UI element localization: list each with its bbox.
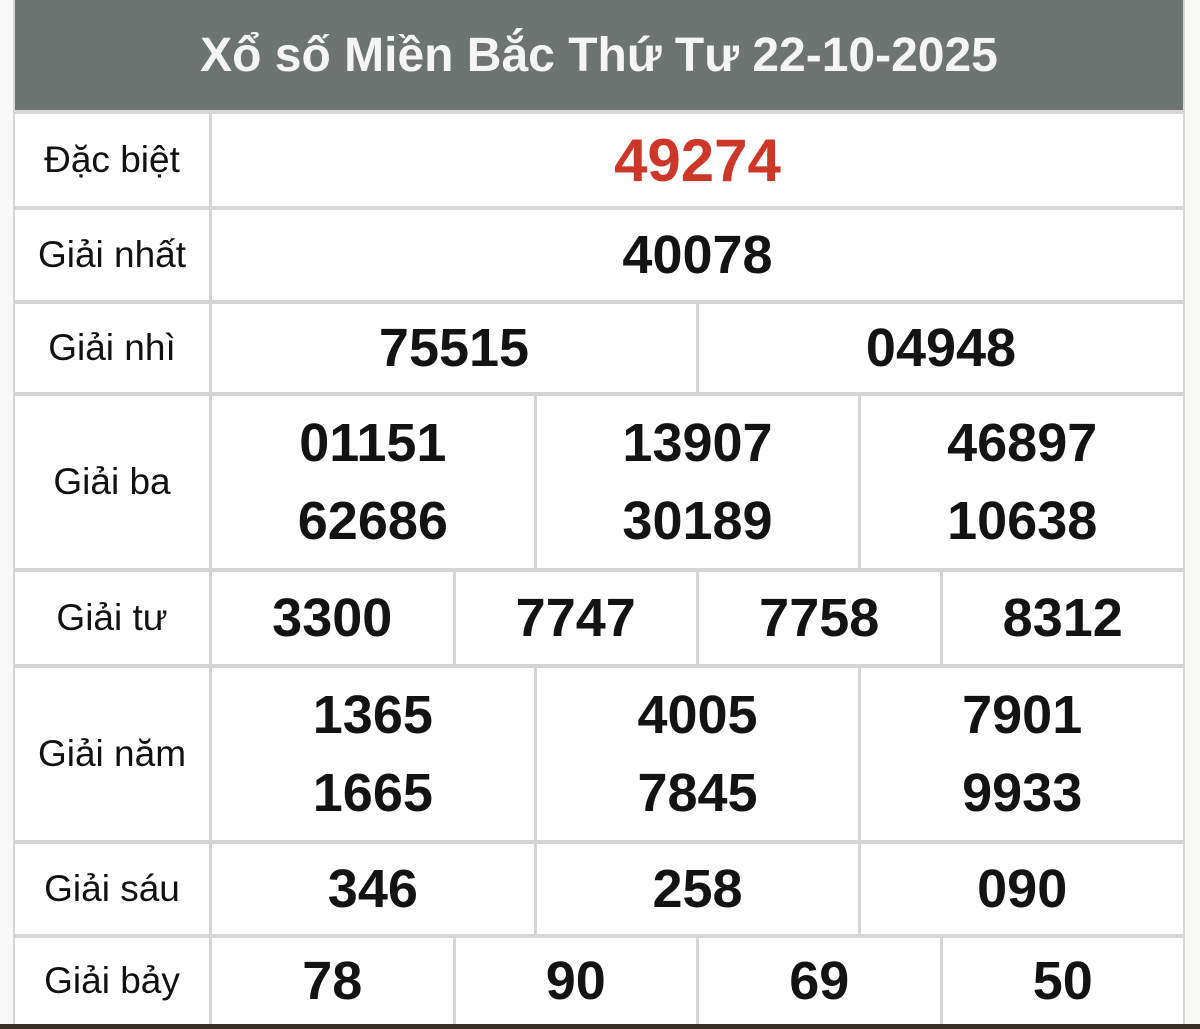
prize-number: 258: [533, 844, 859, 934]
prize-number-column: 01151 62686: [212, 396, 534, 568]
prize-cells: 346 258 090: [212, 844, 1183, 934]
prize-label-giai-nam: Giải năm: [15, 668, 212, 840]
prize-number: 04948: [696, 304, 1183, 392]
prize-number: 7758: [696, 572, 940, 664]
prize-number-column: 46897 10638: [858, 396, 1183, 568]
prize-number: 30189: [622, 491, 773, 551]
prize-cells: 01151 62686 13907 30189 46897 10638: [212, 396, 1183, 568]
prize-row-giai-tu: Giải tư 3300 7747 7758 8312: [15, 568, 1183, 664]
prize-number: 46897: [947, 413, 1098, 473]
prize-number: 7747: [452, 572, 697, 664]
lottery-results-table: Xổ số Miền Bắc Thứ Tư 22-10-2025 Đặc biệ…: [13, 0, 1185, 1027]
prize-row-giai-sau: Giải sáu 346 258 090: [15, 840, 1183, 934]
table-header: Xổ số Miền Bắc Thứ Tư 22-10-2025: [15, 0, 1183, 110]
prize-number: 78: [302, 951, 363, 1011]
prize-number-column: 1365 1665: [212, 668, 534, 840]
prize-number: 1365: [312, 685, 433, 745]
prize-number: 01151: [299, 413, 447, 473]
prize-cells: 40078: [212, 210, 1183, 300]
prize-number: 1665: [312, 763, 433, 823]
prize-number: 62686: [297, 491, 448, 551]
prize-row-giai-nhi: Giải nhì 75515 04948: [15, 300, 1183, 392]
prize-cells: 1365 1665 4005 7845 7901 9933: [212, 668, 1183, 840]
prize-label-giai-tu: Giải tư: [15, 572, 212, 664]
prize-number: 9933: [962, 763, 1083, 823]
prize-number-column: 4005 7845: [533, 668, 859, 840]
prize-number: 69: [696, 938, 940, 1024]
prize-cells: 75515 04948: [212, 304, 1183, 392]
prize-number: 4005: [637, 685, 758, 745]
page-title: Xổ số Miền Bắc Thứ Tư 22-10-2025: [200, 28, 998, 82]
prize-label-giai-bay: Giải bảy: [15, 938, 212, 1024]
prize-number: 7901: [962, 685, 1083, 745]
prize-number: 90: [452, 938, 697, 1024]
prize-number-special: 49274: [614, 126, 781, 194]
prize-number-column: 13907 30189: [533, 396, 859, 568]
prize-number: 50: [939, 938, 1184, 1024]
prize-row-giai-nhat: Giải nhất 40078: [15, 206, 1183, 300]
prize-cells: 78 90 69 50: [212, 938, 1183, 1024]
prize-number: 7845: [637, 763, 758, 823]
prize-cells: 49274: [212, 114, 1183, 206]
prize-row-giai-bay: Giải bảy 78 90 69 50: [15, 934, 1183, 1024]
prize-row-dac-biet: Đặc biệt 49274: [15, 110, 1183, 206]
prize-label-giai-nhi: Giải nhì: [15, 304, 212, 392]
prize-label-giai-nhat: Giải nhất: [15, 210, 212, 300]
prize-row-giai-nam: Giải năm 1365 1665 4005 7845 7901 9933: [15, 664, 1183, 840]
prize-label-giai-ba: Giải ba: [15, 396, 212, 568]
bottom-edge-bar: [0, 1024, 1200, 1029]
prize-number: 346: [327, 859, 418, 919]
prize-label-dac-biet: Đặc biệt: [15, 114, 212, 206]
prize-number: 75515: [378, 318, 530, 378]
prize-number: 13907: [622, 413, 773, 473]
prize-row-giai-ba: Giải ba 01151 62686 13907 30189 46897 10…: [15, 392, 1183, 568]
prize-number: 090: [858, 844, 1183, 934]
prize-number: 10638: [947, 491, 1098, 551]
prize-number: 40078: [622, 225, 773, 285]
prize-number-column: 7901 9933: [858, 668, 1183, 840]
prize-cells: 3300 7747 7758 8312: [212, 572, 1183, 664]
prize-number: 8312: [939, 572, 1184, 664]
prize-number: 3300: [272, 588, 393, 648]
prize-label-giai-sau: Giải sáu: [15, 844, 212, 934]
